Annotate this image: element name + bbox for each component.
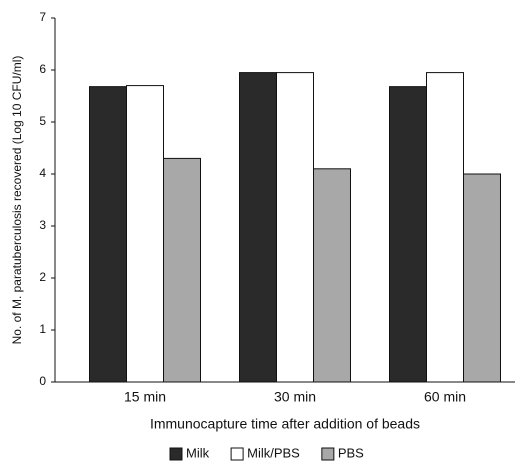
y-tick-label: 5 <box>39 114 46 128</box>
y-axis-label: No. of M. paratuberculosis recovered (Lo… <box>10 56 24 345</box>
x-tick-label: 60 min <box>424 389 466 405</box>
x-tick-label: 15 min <box>124 389 166 405</box>
legend-label: Milk/PBS <box>247 445 300 460</box>
bar <box>426 72 464 383</box>
bar <box>389 86 427 383</box>
y-tick-label: 1 <box>39 322 46 336</box>
y-tick-label: 7 <box>39 10 46 24</box>
bar <box>276 72 314 383</box>
bar <box>126 85 164 383</box>
legend-swatch <box>321 447 335 461</box>
bar <box>239 72 277 383</box>
legend-swatch <box>169 447 183 461</box>
legend-swatch <box>230 447 244 461</box>
x-axis-label: Immunocapture time after addition of bea… <box>150 416 420 432</box>
y-tick-label: 0 <box>39 374 46 388</box>
y-tick-label: 4 <box>39 166 46 180</box>
x-tick-label: 30 min <box>274 389 316 405</box>
legend-label: PBS <box>338 445 364 460</box>
y-tick-label: 6 <box>39 62 46 76</box>
y-tick-label: 3 <box>39 218 46 232</box>
bar <box>463 173 501 383</box>
bar <box>313 168 351 383</box>
y-tick-label: 2 <box>39 270 46 284</box>
legend-label: Milk <box>186 445 210 460</box>
bar <box>163 157 201 383</box>
bar <box>89 86 127 383</box>
